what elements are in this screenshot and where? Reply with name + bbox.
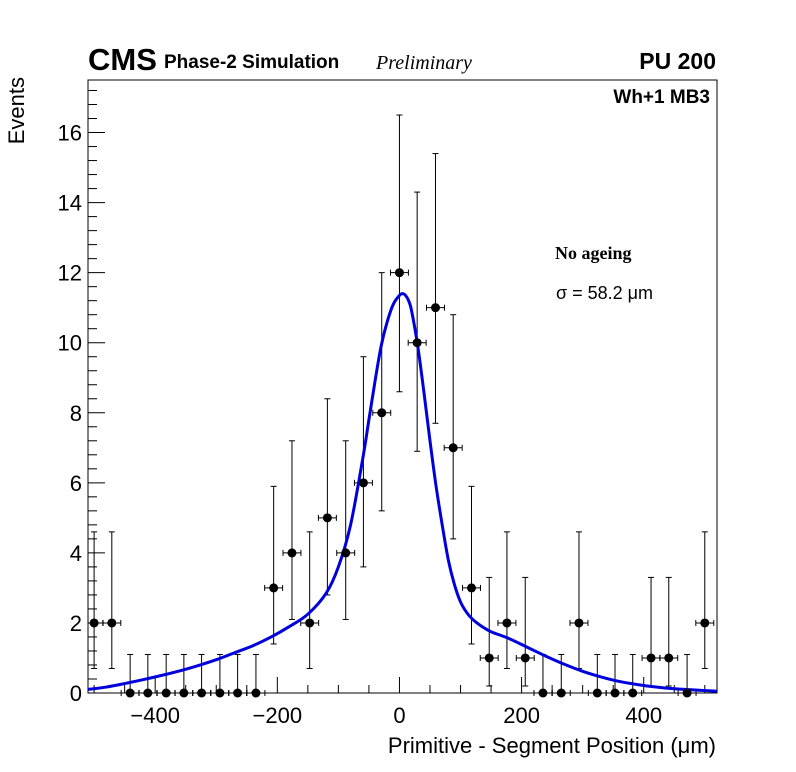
cms-label: CMS — [88, 42, 157, 77]
sigma-label: σ = 58.2 μm — [556, 283, 653, 303]
x-tick-label: −200 — [253, 703, 303, 728]
data-point — [233, 688, 243, 698]
data-point — [467, 583, 477, 593]
data-point — [448, 443, 458, 453]
data-point — [287, 548, 297, 558]
axis-ticks — [88, 90, 706, 694]
data-point — [484, 653, 494, 663]
data-point — [215, 688, 225, 698]
chamber-label: Wh+1 MB3 — [613, 87, 710, 108]
data-point — [305, 618, 315, 628]
ageing-label: No ageing — [555, 243, 632, 263]
data-point — [646, 653, 656, 663]
data-point — [89, 618, 99, 628]
data-point — [574, 618, 584, 628]
data-point — [430, 303, 440, 313]
data-point — [520, 653, 530, 663]
data-point — [322, 513, 332, 523]
error-bars — [87, 114, 715, 696]
pileup-label: PU 200 — [639, 48, 716, 74]
data-point — [412, 338, 422, 348]
data-point — [664, 653, 674, 663]
data-point — [377, 408, 387, 418]
y-tick-label: 14 — [58, 191, 82, 216]
data-points — [89, 268, 710, 698]
fit-curve — [87, 292, 718, 693]
x-tick-label: −400 — [130, 703, 180, 728]
y-tick-label: 6 — [70, 471, 82, 496]
data-point — [251, 688, 261, 698]
data-point — [341, 548, 351, 558]
y-tick-label: 4 — [70, 541, 82, 566]
x-tick-label: 200 — [503, 703, 540, 728]
data-point — [179, 688, 189, 698]
y-tick-label: 10 — [58, 331, 82, 356]
y-tick-label: 8 — [70, 401, 82, 426]
data-point — [682, 688, 692, 698]
x-tick-label: 400 — [625, 703, 662, 728]
data-point — [143, 688, 153, 698]
data-point — [107, 618, 117, 628]
y-tick-label: 2 — [70, 611, 82, 636]
data-point — [556, 688, 566, 698]
y-tick-label: 0 — [70, 681, 82, 706]
data-point — [700, 618, 710, 628]
y-tick-label: 16 — [58, 121, 82, 146]
data-point — [394, 268, 404, 278]
data-point — [592, 688, 602, 698]
data-point — [358, 478, 368, 488]
data-point — [197, 688, 207, 698]
data-point — [269, 583, 279, 593]
data-point — [538, 688, 548, 698]
preliminary-label: Preliminary — [375, 52, 472, 74]
data-point — [628, 688, 638, 698]
x-tick-label: 0 — [393, 703, 405, 728]
plot-frame — [87, 79, 718, 694]
x-axis-title: Primitive - Segment Position (μm) — [388, 733, 716, 758]
simulation-label: Phase-2 Simulation — [164, 52, 339, 73]
data-point — [502, 618, 512, 628]
data-point — [125, 688, 135, 698]
data-point — [610, 688, 620, 698]
data-point — [161, 688, 171, 698]
y-axis-title: Events — [4, 77, 29, 144]
y-tick-label: 12 — [58, 261, 82, 286]
axis-tick-labels: −400 −200 0 200 400 0 2 4 6 8 10 12 14 16 — [58, 121, 663, 728]
